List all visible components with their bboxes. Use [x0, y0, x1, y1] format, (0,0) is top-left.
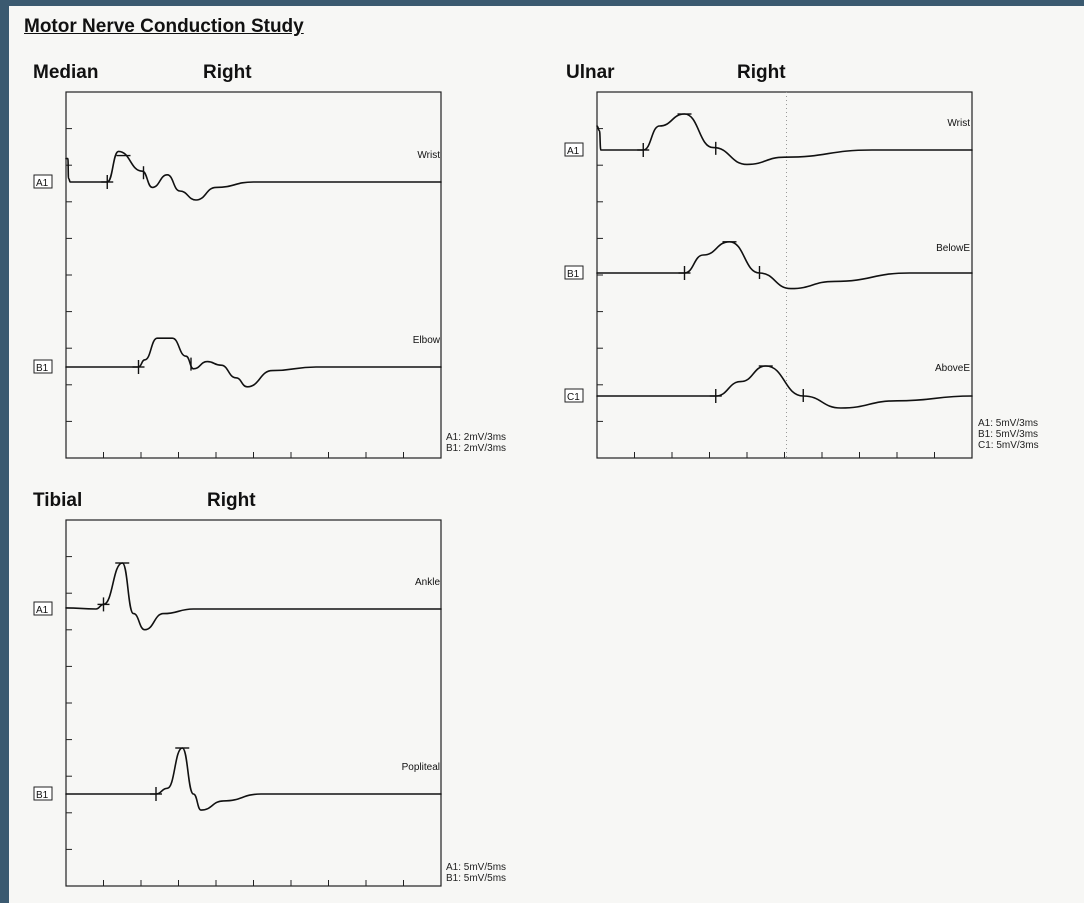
plot-frame — [65, 519, 442, 887]
channel-label-box — [33, 786, 53, 801]
channel-label-box — [564, 265, 584, 280]
channel-label: B1 — [36, 363, 49, 374]
channel-label: A1 — [36, 178, 49, 189]
waveform-trace-a1 — [65, 562, 442, 631]
tibial-side-label: Right — [207, 490, 256, 511]
channel-label-box — [33, 174, 53, 189]
chart-tibial: A1 Ankle B1 Popliteal — [33, 519, 442, 887]
report-sheet — [9, 6, 1084, 903]
scale-line: A1: 2mV/3ms — [446, 432, 507, 443]
site-label: Ankle — [415, 577, 440, 588]
channel-label: B1 — [36, 790, 49, 801]
channel-label-box — [564, 388, 584, 403]
ulnar-nerve-label: Ulnar — [566, 62, 615, 83]
channel-label: C1 — [567, 392, 580, 403]
ulnar-side-label: Right — [737, 62, 786, 83]
site-label: Popliteal — [402, 762, 440, 773]
channel-label: A1 — [36, 605, 49, 616]
chart-ulnar: A1 Wrist B1 BelowE C1 AboveE — [564, 91, 973, 459]
median-scale-legend: A1: 2mV/3ms B1: 2mV/3ms — [446, 432, 506, 454]
scale-line: A1: 5mV/3ms — [978, 418, 1039, 429]
plot-frame — [65, 91, 442, 459]
scale-line: C1: 5mV/3ms — [978, 440, 1039, 451]
channel-label: A1 — [567, 146, 580, 157]
channel-label-box — [33, 601, 53, 616]
scale-line: B1: 5mV/5ms — [446, 873, 507, 884]
site-label: Wrist — [947, 118, 970, 129]
waveform-trace-b1 — [65, 747, 442, 811]
median-nerve-label: Median — [33, 62, 99, 83]
plot-frame — [596, 91, 973, 459]
study-title: Motor Nerve Conduction Study — [24, 16, 304, 37]
site-label: Wrist — [417, 150, 440, 161]
waveform-trace-b1 — [65, 337, 442, 388]
waveform-trace-a1 — [596, 113, 973, 166]
tibial-scale-legend: A1: 5mV/5ms B1: 5mV/5ms — [446, 862, 506, 884]
scale-line: B1: 5mV/3ms — [978, 429, 1039, 440]
waveform-trace-c1 — [596, 365, 973, 409]
scale-line: A1: 5mV/5ms — [446, 862, 507, 873]
channel-label-box — [564, 142, 584, 157]
channel-label: B1 — [567, 269, 580, 280]
tibial-nerve-label: Tibial — [33, 490, 83, 511]
chart-median: A1 Wrist B1 Elbow — [33, 91, 442, 459]
site-label: BelowE — [936, 243, 970, 254]
waveform-trace-b1 — [596, 241, 973, 290]
waveform-trace-a1 — [65, 150, 442, 201]
ulnar-scale-legend: A1: 5mV/3ms B1: 5mV/3ms C1: 5mV/3ms — [978, 418, 1039, 451]
site-label: Elbow — [413, 335, 441, 346]
scale-line: B1: 2mV/3ms — [446, 443, 507, 454]
site-label: AboveE — [935, 363, 970, 374]
median-side-label: Right — [203, 62, 252, 83]
channel-label-box — [33, 359, 53, 374]
